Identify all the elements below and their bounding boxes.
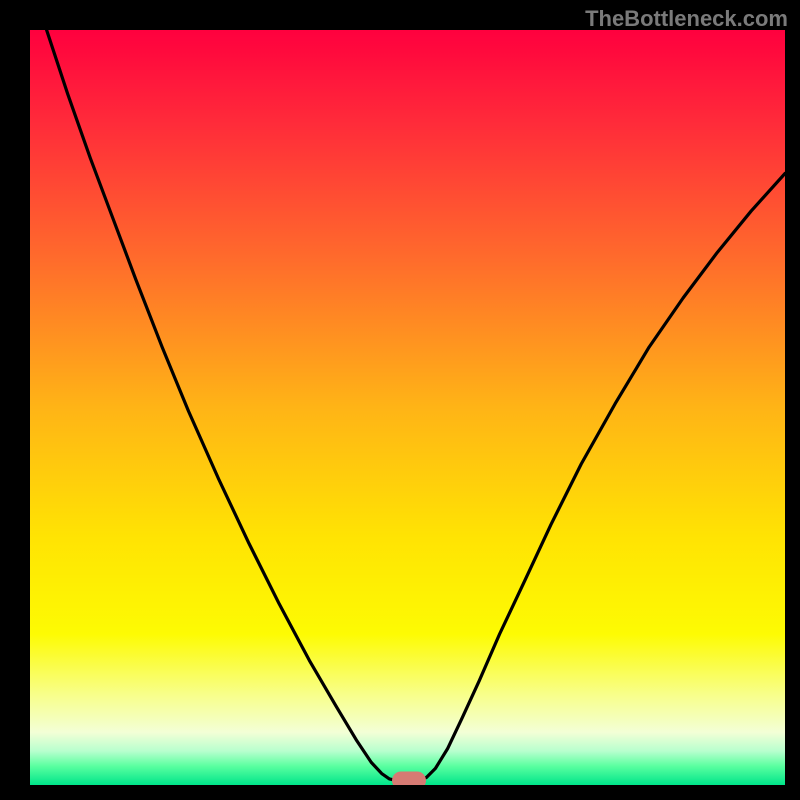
- minimum-marker: [392, 771, 426, 785]
- plot-area: [30, 30, 785, 785]
- plot-svg: [30, 30, 785, 785]
- outer-frame: TheBottleneck.com: [0, 0, 800, 800]
- gradient-background: [30, 30, 785, 785]
- watermark-text: TheBottleneck.com: [585, 6, 788, 32]
